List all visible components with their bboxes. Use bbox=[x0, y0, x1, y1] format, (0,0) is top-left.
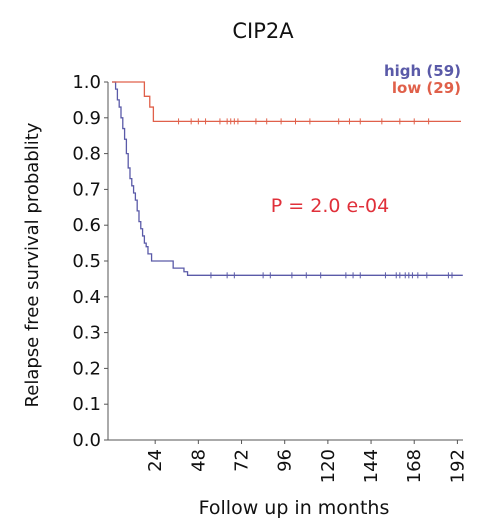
y-tick-label: 0.5 bbox=[72, 251, 101, 272]
y-tick-label: 0.1 bbox=[72, 394, 101, 415]
y-axis-ticks: 0.0 0.1 0.2 0.3 0.4 0.5 0.6 0.7 0.8 0.9 1.0 bbox=[72, 72, 108, 451]
y-tick-label: 0.2 bbox=[72, 358, 101, 379]
x-tick-label: 120 bbox=[318, 449, 339, 483]
series-layer bbox=[112, 81, 463, 279]
legend-entry-low: low (29) bbox=[392, 79, 461, 97]
x-tick-label: 144 bbox=[361, 449, 382, 483]
legend-entry-high: high (59) bbox=[384, 62, 461, 80]
x-tick-label: 168 bbox=[404, 449, 425, 483]
p-value-annotation: P = 2.0 e-04 bbox=[271, 195, 389, 217]
y-tick-label: 0.4 bbox=[72, 287, 101, 308]
x-tick-label: 48 bbox=[188, 449, 209, 472]
y-tick-label: 1.0 bbox=[72, 72, 101, 93]
x-tick-label: 96 bbox=[275, 449, 296, 472]
series-line-0 bbox=[112, 81, 463, 276]
x-tick-label: 24 bbox=[145, 449, 166, 472]
series-line-1 bbox=[112, 81, 461, 123]
chart-title: CIP2A bbox=[232, 19, 294, 43]
y-tick-label: 0.3 bbox=[72, 323, 101, 344]
y-tick-label: 0.7 bbox=[72, 179, 101, 200]
x-axis-ticks: 24 48 72 96 120 144 168 192 bbox=[145, 440, 468, 483]
x-tick-label: 72 bbox=[232, 449, 253, 472]
x-tick-label: 192 bbox=[447, 449, 468, 483]
y-tick-label: 0.0 bbox=[72, 430, 101, 451]
y-axis-label: Relapse free survival probablity bbox=[22, 122, 43, 407]
y-tick-label: 0.6 bbox=[72, 215, 101, 236]
x-axis-label: Follow up in months bbox=[199, 497, 390, 519]
y-tick-label: 0.8 bbox=[72, 144, 101, 165]
y-tick-label: 0.9 bbox=[72, 108, 101, 129]
